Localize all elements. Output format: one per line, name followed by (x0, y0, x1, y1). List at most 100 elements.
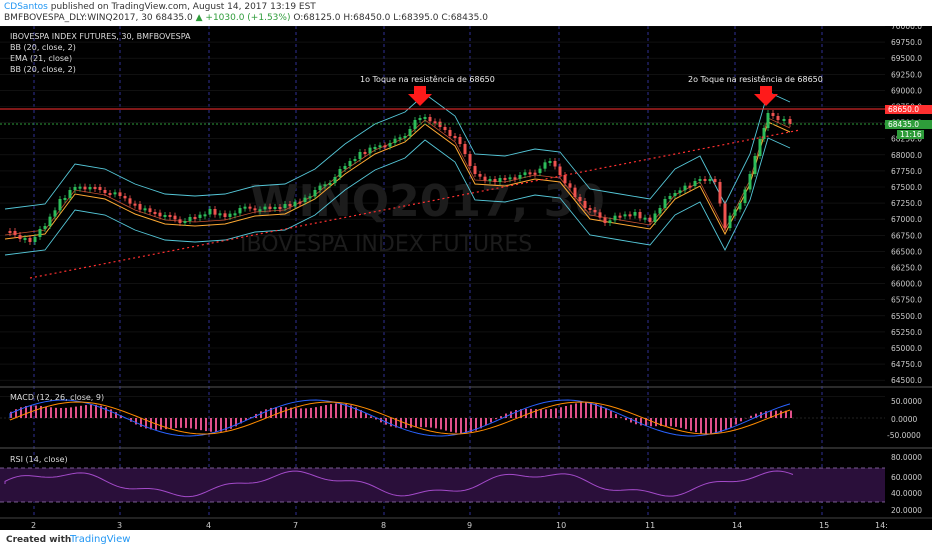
macd-histogram-bar (235, 418, 237, 427)
macd-histogram-bar (620, 417, 622, 418)
macd-histogram-bar (110, 409, 112, 418)
candle-body (273, 207, 277, 209)
candle-body (23, 238, 27, 240)
macd-histogram-bar (65, 407, 67, 418)
price-axis-tick: 67500.0 (891, 183, 922, 192)
candle-body (668, 196, 672, 199)
candle-body (328, 183, 332, 185)
macd-histogram-bar (555, 408, 557, 418)
macd-histogram-bar (435, 418, 437, 429)
macd-histogram-bar (330, 404, 332, 418)
bar-timer-label: 11:16 (900, 130, 922, 139)
candle-body (318, 185, 322, 190)
candle-body (108, 193, 112, 195)
macd-histogram-bar (650, 418, 652, 427)
macd-histogram-bar (455, 418, 457, 433)
price-axis-tick: 69500.0 (891, 54, 922, 63)
candle-body (13, 231, 17, 235)
candle-body (98, 187, 102, 190)
candle-body (663, 199, 667, 208)
macd-histogram-bar (580, 402, 582, 418)
candle-body (343, 166, 347, 169)
macd-histogram-bar (615, 414, 617, 418)
resistance-price-label: 68650.0 (888, 105, 919, 114)
candle-body (723, 203, 727, 228)
support-trendline[interactable] (29, 129, 801, 279)
macd-histogram-bar (530, 408, 532, 418)
candle-body (293, 201, 297, 207)
candle-body (613, 215, 617, 221)
price-axis-tick: 66500.0 (891, 247, 922, 256)
candle-body (623, 214, 627, 217)
macd-histogram-bar (145, 418, 147, 429)
macd-histogram-bar (465, 418, 467, 434)
macd-histogram-bar (740, 418, 742, 422)
macd-histogram-bar (390, 418, 392, 427)
candle-body (513, 177, 517, 180)
candle-body (258, 209, 262, 212)
signal-line (9, 401, 791, 435)
author-name[interactable]: CDSantos (4, 2, 48, 12)
created-with-text: Created with (6, 535, 72, 545)
candle-body (693, 181, 697, 186)
macd-histogram-bar (105, 407, 107, 418)
candle-body (288, 204, 292, 207)
macd-histogram-bar (705, 418, 707, 435)
price-axis-tick: 65250.0 (891, 328, 922, 337)
candle-body (503, 178, 507, 180)
macd-histogram-bar (535, 409, 537, 418)
macd-histogram-bar (630, 418, 632, 423)
time-axis-tick: 14 (732, 521, 742, 530)
candle-body (193, 217, 197, 219)
candle-body (163, 215, 167, 217)
candle-body (538, 168, 542, 173)
candle-body (418, 118, 422, 120)
candle-body (83, 186, 87, 190)
macd-histogram-bar (770, 410, 772, 418)
annotation-first-touch: 1o Toque na resistência de 68650 (360, 74, 495, 84)
macd-histogram-bar (680, 418, 682, 428)
macd-histogram-bar (410, 418, 412, 428)
candle-body (678, 190, 682, 193)
candle-body (673, 193, 677, 196)
macd-histogram-bar (220, 418, 222, 432)
macd-histogram-bar (540, 409, 542, 418)
macd-histogram-bar (340, 403, 342, 418)
candle-body (168, 215, 172, 217)
time-axis[interactable]: 2 3 4 7 8 9 10 11 14 15 14: (31, 521, 888, 530)
candle-body (523, 172, 527, 175)
macd-histogram-bar (45, 406, 47, 418)
candle-body (548, 161, 552, 163)
macd-histogram-bar (710, 418, 712, 435)
time-axis-tick: 7 (293, 521, 298, 530)
macd-histogram-bar (260, 411, 262, 418)
macd-histogram-bar (345, 404, 347, 418)
macd-histogram-bar (315, 407, 317, 418)
candle-body (203, 214, 207, 217)
macd-histogram-bar (170, 418, 172, 429)
candle-body (128, 198, 132, 204)
macd-histogram-bar (765, 411, 767, 418)
candle-body (578, 197, 582, 201)
candle-body (33, 237, 37, 242)
candle-body (143, 208, 147, 211)
candle-body (423, 117, 427, 119)
macd-histogram-bar (165, 418, 167, 430)
macd-histogram-bar (625, 418, 627, 421)
price-axis-tick: 67000.0 (891, 215, 922, 224)
macd-histogram-bar (725, 418, 727, 431)
macd-histogram-bar (85, 405, 87, 418)
candle-body (493, 179, 497, 182)
legend-block: IBOVESPA INDEX FUTURES, 30, BMFBOVESPA B… (10, 32, 191, 74)
resistance-price-badge (885, 105, 932, 114)
candle-body (533, 172, 537, 175)
chart-canvas[interactable]: WINQ2017, 30 IBOVESPA INDEX FUTURES IBOV… (0, 26, 932, 530)
candle-body (368, 147, 372, 154)
candle-body (518, 175, 522, 179)
macd-histogram-bar (395, 418, 397, 428)
candle-body (58, 199, 62, 211)
candle-body (308, 196, 312, 199)
tradingview-logo[interactable]: TradingView (70, 534, 131, 545)
macd-histogram-bar (50, 407, 52, 418)
macd-histogram-bar (55, 407, 57, 418)
